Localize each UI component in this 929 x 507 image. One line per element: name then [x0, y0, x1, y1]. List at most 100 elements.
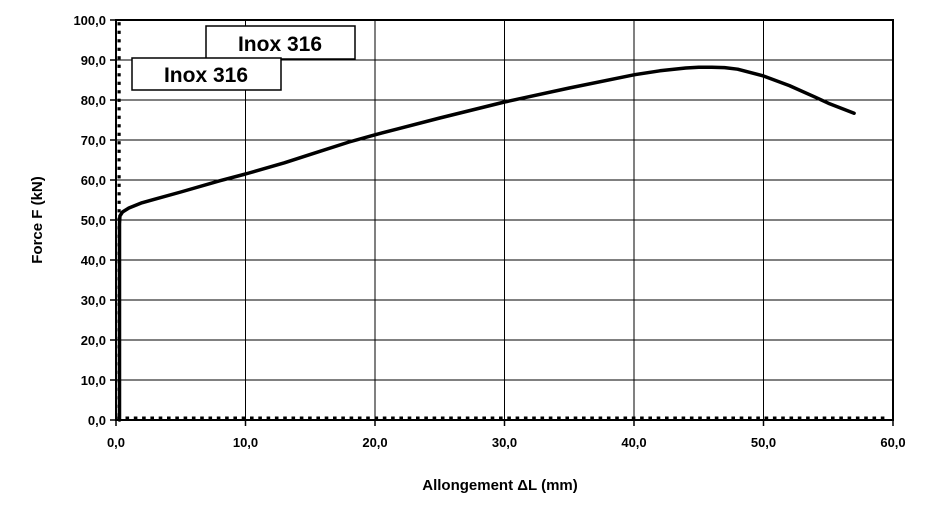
x-axis-dot	[822, 416, 827, 421]
y-axis-dot	[117, 98, 121, 102]
x-axis-dot	[623, 416, 628, 421]
x-axis-dot	[150, 416, 154, 421]
x-tick-label: 0,0	[107, 435, 125, 450]
x-axis-dot	[241, 416, 246, 421]
x-axis-dot	[665, 416, 669, 421]
x-axis-dot	[382, 416, 387, 421]
y-axis-dot	[117, 30, 121, 34]
x-axis-dot	[266, 416, 271, 421]
x-axis-dot	[648, 416, 652, 421]
x-axis-dot	[689, 416, 694, 421]
y-axis-dot	[117, 175, 121, 179]
x-axis-dot	[291, 416, 296, 421]
y-axis-dot	[117, 209, 121, 213]
x-axis-dot	[416, 416, 420, 421]
legend-box-1: Inox 316	[205, 25, 356, 60]
x-axis-dot	[698, 416, 702, 421]
x-axis-dot	[316, 416, 320, 421]
x-axis-dot	[225, 416, 229, 421]
x-axis-dot	[299, 416, 304, 421]
x-axis-dot	[407, 416, 412, 421]
x-axis-dot	[523, 416, 528, 421]
x-axis-dot	[573, 416, 578, 421]
y-axis-dot	[117, 22, 121, 26]
y-tick-label: 60,0	[81, 173, 106, 188]
x-axis-dot	[781, 416, 785, 421]
x-axis-dot	[507, 416, 511, 421]
x-axis-dot	[133, 416, 138, 421]
y-tick-label: 0,0	[88, 413, 106, 428]
y-tick-label: 50,0	[81, 213, 106, 228]
x-axis-dot	[855, 416, 860, 421]
y-tick-labels: 0,0 10,0 20,0 30,0 40,0 50,0 60,0 70,0 80,0 90,0 1…	[73, 13, 106, 428]
x-axis-dot	[673, 416, 677, 421]
y-axis-dot	[117, 56, 121, 60]
y-tick-label: 100,0	[73, 13, 106, 28]
y-axis-dot	[117, 90, 121, 94]
x-axis-dot	[324, 416, 329, 421]
x-axis-dot	[341, 416, 345, 421]
legend-box-2: Inox 316	[131, 57, 282, 91]
y-axis-dot	[117, 183, 121, 187]
x-axis-dot	[557, 416, 561, 421]
series-line-inox-316	[117, 65, 856, 422]
x-axis-dot	[274, 416, 279, 421]
y-axis-dot	[117, 107, 121, 111]
x-axis-dot	[308, 416, 312, 421]
y-tick-label: 30,0	[81, 293, 106, 308]
y-axis-dot	[117, 132, 121, 136]
x-axis-dot	[465, 416, 470, 421]
x-axis-dot	[640, 416, 644, 421]
y-axis-dot	[117, 64, 121, 68]
x-axis-dot	[582, 416, 586, 421]
x-axis-dot	[432, 416, 437, 421]
x-axis-dot	[548, 416, 553, 421]
y-axis-dot	[117, 115, 121, 119]
x-axis-dot	[606, 416, 611, 421]
x-axis-dot	[366, 416, 370, 421]
x-tick-label: 50,0	[751, 435, 776, 450]
x-axis-dot	[440, 416, 445, 421]
x-axis-dot	[191, 416, 196, 421]
x-axis-dot	[656, 416, 661, 421]
x-axis-dot	[839, 416, 843, 421]
x-axis-dot	[797, 416, 802, 421]
x-axis-dot	[681, 416, 686, 421]
x-axis-dot	[598, 416, 603, 421]
x-axis-dot	[125, 416, 130, 421]
x-tick-label: 40,0	[621, 435, 646, 450]
x-axis-dot	[540, 416, 545, 421]
y-axis-title: Force F (kN)	[29, 176, 46, 264]
x-axis-dot	[142, 416, 146, 421]
x-axis-dot	[258, 416, 262, 421]
x-axis-dot	[880, 416, 885, 421]
y-axis-dot	[117, 81, 121, 85]
x-axis-dot	[789, 416, 794, 421]
y-tick-label: 40,0	[81, 253, 106, 268]
x-axis-dot	[706, 416, 711, 421]
x-axis-dot	[723, 416, 727, 421]
x-axis-dot	[831, 416, 835, 421]
y-axis-dot	[117, 166, 121, 170]
x-axis-dot	[474, 416, 478, 421]
x-tick-label: 20,0	[362, 435, 387, 450]
x-axis-dot	[731, 416, 735, 421]
x-axis-dot	[590, 416, 594, 421]
x-axis-dot	[739, 416, 744, 421]
x-axis-dot	[175, 416, 179, 421]
x-axis-dot	[631, 416, 636, 421]
x-axis-dot	[482, 416, 486, 421]
x-axis-dot	[499, 416, 503, 421]
x-tick-label: 10,0	[233, 435, 258, 450]
x-axis-dot	[349, 416, 354, 421]
y-axis-dot	[117, 124, 121, 128]
y-axis-dot	[117, 47, 121, 51]
x-axis-dot	[565, 416, 569, 421]
x-tick-label: 60,0	[880, 435, 905, 450]
x-axis-dot	[357, 416, 362, 421]
x-axis-dot	[864, 416, 868, 421]
x-axis-dot	[756, 416, 760, 421]
x-axis-dot	[424, 416, 428, 421]
x-axis-dot	[515, 416, 520, 421]
